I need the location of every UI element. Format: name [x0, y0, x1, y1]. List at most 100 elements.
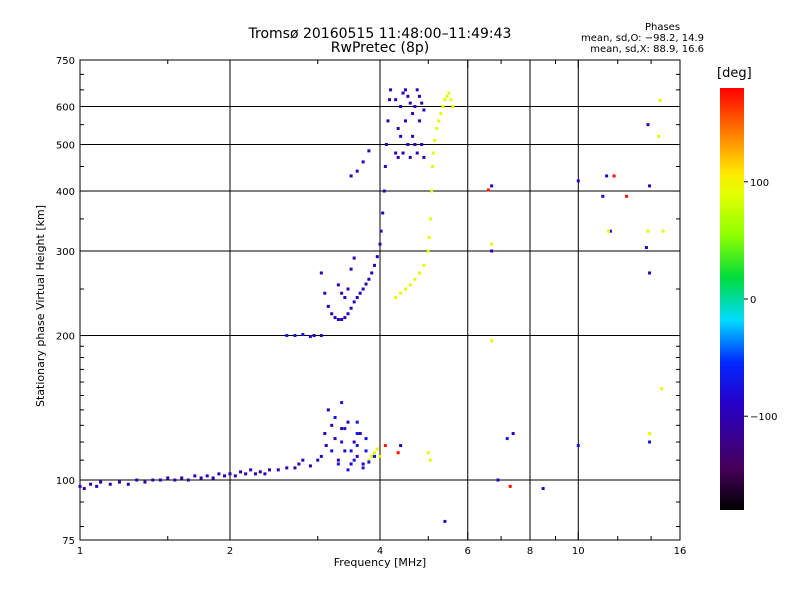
data-point — [447, 91, 451, 95]
data-point — [346, 312, 350, 316]
data-point — [258, 470, 262, 474]
data-point — [333, 437, 337, 441]
data-point — [301, 458, 305, 462]
data-point — [408, 101, 412, 105]
data-point — [301, 332, 305, 336]
data-point — [367, 460, 371, 464]
data-point — [508, 484, 512, 488]
data-point — [576, 444, 580, 448]
data-point — [383, 164, 387, 168]
chart-subtitle: RwPretec (8p) — [330, 40, 430, 56]
data-point — [648, 440, 652, 444]
colorbar-tick-label: 0 — [750, 295, 756, 306]
data-point — [135, 478, 139, 482]
data-point — [660, 387, 664, 391]
data-point — [233, 474, 237, 478]
data-point — [406, 143, 410, 147]
data-point — [413, 105, 417, 109]
data-point — [541, 487, 545, 491]
x-tick-label: 16 — [674, 546, 687, 557]
data-point — [648, 271, 652, 275]
data-point — [430, 189, 434, 193]
data-point — [143, 480, 147, 484]
data-point — [324, 444, 328, 448]
data-point — [417, 94, 421, 98]
data-point — [426, 249, 430, 253]
data-point — [490, 242, 494, 246]
data-point — [415, 151, 419, 155]
data-point — [355, 444, 359, 448]
data-point — [333, 415, 337, 419]
data-point — [340, 401, 344, 405]
data-point — [505, 437, 509, 441]
data-point — [361, 160, 365, 164]
data-point — [625, 194, 629, 198]
data-point — [648, 432, 652, 436]
data-point — [378, 454, 382, 458]
data-point — [408, 283, 412, 287]
colorbar — [720, 88, 744, 510]
data-point — [364, 282, 368, 286]
x-axis-label: Frequency [MHz] — [333, 556, 427, 569]
data-point — [364, 437, 368, 441]
data-point — [437, 119, 441, 123]
data-point — [386, 119, 390, 123]
data-point — [355, 296, 359, 300]
data-point — [382, 189, 386, 193]
data-point — [435, 126, 439, 130]
data-point — [394, 296, 398, 300]
data-point — [316, 458, 320, 462]
phase-stats-o: mean, sd,O: −98.2, 14.9 — [581, 33, 704, 44]
data-point — [326, 408, 330, 412]
data-point — [193, 474, 197, 478]
x-tick-label: 1 — [77, 546, 83, 557]
data-point — [646, 229, 650, 233]
y-tick-label: 200 — [56, 332, 75, 343]
data-point — [355, 420, 359, 424]
data-point — [126, 482, 130, 486]
data-point — [648, 184, 652, 188]
data-point — [612, 174, 616, 178]
data-point — [422, 108, 426, 112]
data-point — [490, 249, 494, 253]
data-point — [608, 229, 612, 233]
y-tick-label: 400 — [56, 187, 75, 198]
data-point — [89, 482, 93, 486]
data-point — [451, 105, 455, 109]
data-point — [95, 484, 99, 488]
chart-title: Tromsø 20160515 11:48:00–11:49:43 — [248, 26, 512, 42]
data-point — [253, 472, 257, 476]
data-point — [428, 217, 432, 221]
data-point — [108, 482, 112, 486]
x-tick-label: 10 — [572, 546, 585, 557]
data-point — [490, 184, 494, 188]
data-point — [403, 287, 407, 291]
data-point — [319, 271, 323, 275]
data-point — [379, 229, 383, 233]
data-point — [276, 468, 280, 472]
data-point — [352, 458, 356, 462]
colorbar-tick-label: 100 — [750, 178, 769, 189]
data-point — [388, 98, 392, 102]
data-point — [399, 291, 403, 295]
data-point — [441, 105, 445, 109]
data-point — [373, 454, 377, 458]
data-point — [445, 94, 449, 98]
data-point — [263, 472, 267, 476]
data-point — [417, 119, 421, 123]
data-point — [422, 263, 426, 267]
data-point — [352, 256, 356, 260]
data-point — [396, 155, 400, 159]
data-point — [319, 454, 323, 458]
data-point — [211, 476, 215, 480]
data-point — [399, 134, 403, 138]
data-point — [205, 474, 209, 478]
x-tick-label: 2 — [227, 546, 233, 557]
data-point — [267, 468, 271, 472]
data-point — [413, 277, 417, 281]
data-point — [346, 287, 350, 291]
data-point — [384, 143, 388, 147]
data-point — [346, 468, 350, 472]
y-tick-label: 600 — [56, 103, 75, 114]
